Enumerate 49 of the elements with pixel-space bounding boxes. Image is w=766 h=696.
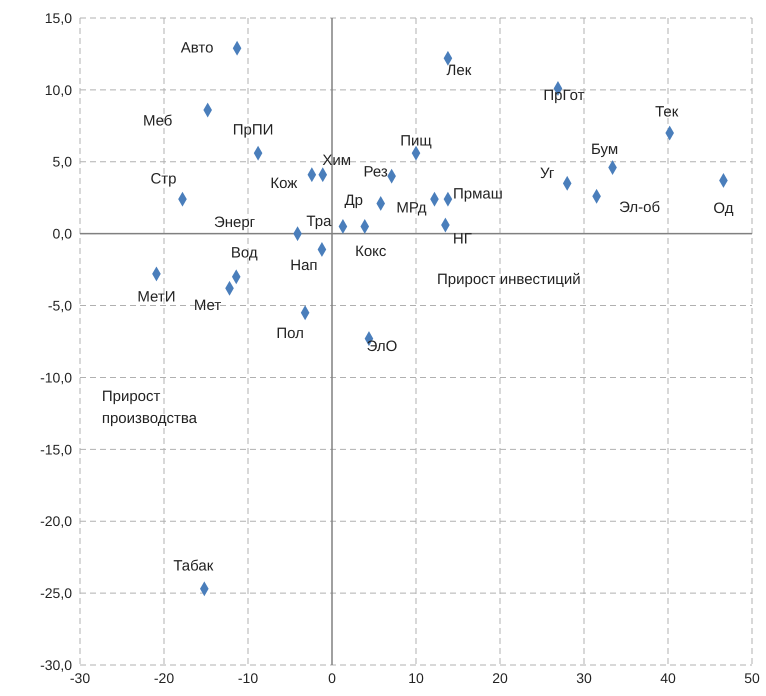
annotation: Кокс — [355, 242, 387, 260]
annotation: Бум — [590, 141, 618, 158]
y-axis-title: Прирост производства — [102, 387, 198, 430]
x-tick-label: -20 — [154, 670, 174, 686]
y-tick-label: -15,0 — [40, 441, 72, 458]
annotation: Стр — [150, 170, 177, 188]
y-tick-label: -10,0 — [40, 369, 72, 386]
annotation: Энерг — [214, 214, 256, 232]
x-tick-label: 40 — [660, 670, 676, 686]
annotation: Табак — [173, 557, 214, 574]
y-tick-label: -30,0 — [40, 656, 72, 673]
y-tick-label: 15,0 — [44, 10, 72, 26]
annotation: Др — [344, 192, 363, 209]
annotation: МРд — [396, 200, 427, 217]
annotation: Уг — [540, 164, 555, 182]
annotation: Эл-об — [619, 198, 660, 216]
annotation: МетИ — [137, 288, 176, 306]
annotation: НГ — [452, 230, 472, 248]
annotation: Рез — [364, 164, 388, 181]
annotation: ПрГот — [543, 86, 585, 104]
annotation: Тра — [306, 212, 332, 230]
annotation: Прмаш — [453, 186, 503, 203]
annotation: Лек — [446, 62, 472, 79]
x-axis-title: Прирост инвестиций — [437, 271, 581, 288]
annotation: Тек — [655, 104, 679, 121]
annotation: Нап — [290, 256, 318, 274]
y-tick-label: -5,0 — [48, 298, 72, 314]
y-tick-label: -25,0 — [40, 585, 72, 602]
x-tick-label: -10 — [238, 670, 258, 686]
y-tick-label: 10,0 — [44, 82, 72, 98]
x-tick-label: 30 — [576, 670, 592, 686]
y-tick-label: -20,0 — [40, 513, 72, 530]
x-tick-label: -30 — [70, 670, 90, 686]
annotation: ЭлО — [366, 338, 398, 356]
x-tick-label: 10 — [408, 670, 424, 686]
annotation: Мет — [194, 296, 222, 314]
annotation: Од — [713, 200, 734, 217]
annotation: Пищ — [400, 132, 432, 150]
annotation: Вод — [230, 244, 258, 262]
x-tick-label: 0 — [328, 670, 336, 686]
annotation: Меб — [142, 112, 172, 130]
annotation: Пол — [276, 325, 304, 342]
x-tick-label: 50 — [744, 670, 760, 686]
y-tick-label: 0,0 — [52, 226, 72, 242]
annotation: Авто — [180, 40, 214, 57]
x-tick-label: 20 — [492, 670, 508, 686]
annotation: ПрПИ — [232, 122, 274, 139]
y-tick-label: 5,0 — [52, 154, 72, 170]
annotation: Кож — [270, 175, 298, 192]
